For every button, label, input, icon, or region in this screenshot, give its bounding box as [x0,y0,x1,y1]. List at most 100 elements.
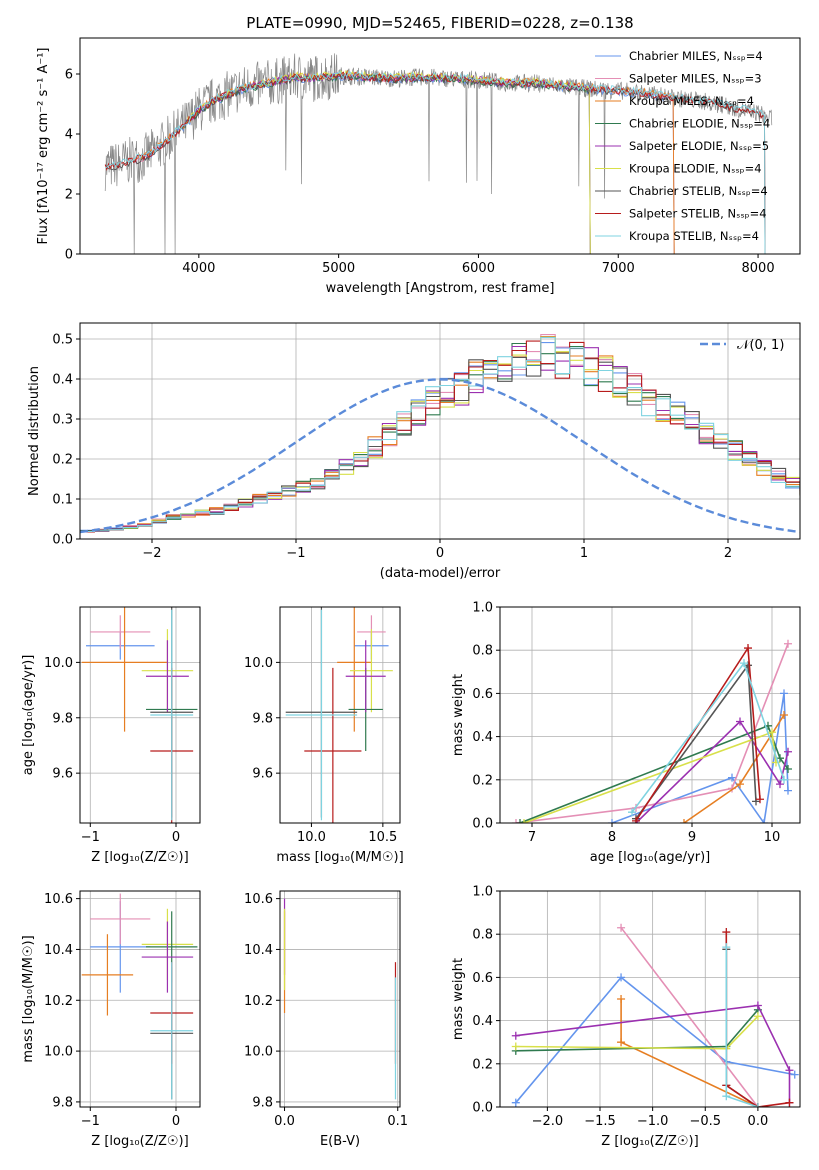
x-tick-label: 4000 [182,261,215,276]
weight-point-8 [722,943,731,952]
weight-point-7 [632,816,640,823]
x-tick-label: 10.5 [368,830,397,845]
legend-label-6: Chabrier STELIB, Nₛₛₚ=4 [629,184,768,198]
x-tick-label: 10.0 [297,830,326,845]
y-axis-label: mass weight [451,958,466,1040]
weight-point-2 [736,780,744,789]
weight-point-4 [784,747,792,756]
x-tick-label: 6000 [462,261,495,276]
plot-area-weight-vs-age [500,607,800,823]
y-tick-label: 10.6 [244,892,273,907]
plot-area-mass-vs-EBV [280,891,400,1107]
y-tick-label: 1.0 [472,885,493,900]
plot-area-weight-vs-Z [500,891,800,1107]
y-tick-label: 9.6 [52,767,73,782]
axes-frame [499,890,801,1108]
weight-point-3 [516,819,524,823]
x-axis-label: age [log₁₀(age/yr)] [590,850,711,865]
weight-line-1 [620,927,759,1107]
model-line-7 [104,71,766,254]
normal-curve [80,378,800,534]
figure-title: PLATE=0990, MJD=52465, FIBERID=0228, z=0… [246,14,633,32]
panel-age-vs-Z: −1 0 9.6 9.8 10.0 Z [log₁₀(Z/Z☉)] age [log₁₀(a… [21,606,201,865]
x-tick-label: 0.1 [387,1114,408,1129]
x-tick-label: 8 [608,830,616,845]
legend-label-1: Salpeter MILES, Nₛₛₚ=3 [629,72,762,86]
x-tick-label: 10 [764,830,781,845]
weight-line-8 [631,661,785,813]
x-axis-label: Z [log₁₀(Z/Z☉)] [91,1134,188,1149]
plot-area-residuals [80,323,800,539]
y-tick-label: 10.0 [244,1045,273,1060]
weight-point-8 [722,1092,731,1101]
weight-point-8 [780,775,788,784]
histogram-step-1 [80,334,800,532]
x-tick-label: −1.5 [584,1114,616,1129]
panel-residuals: −2 −1 0 1 2 0.0 0.1 0.2 0.3 0.4 0.5 (data-model)/er… [27,322,801,581]
weight-point-2 [780,711,788,719]
weight-point-8 [753,1103,762,1107]
x-tick-label: 0.0 [748,1114,769,1129]
weight-point-5 [520,819,528,823]
y-tick-label: 10.2 [244,994,273,1009]
x-axis-label: (data-model)/error [380,566,501,581]
axes-frame [79,37,801,255]
panel-weight-vs-Z: −2.0 −1.5 −1.0 −0.5 0.0 0.0 0.2 0.4 0.6 0.8 1.0 Z [… [451,885,801,1149]
x-tick-label: −1.0 [637,1114,669,1129]
weight-line-1 [515,643,789,823]
y-tick-label: 0.8 [472,644,493,659]
x-tick-label: −1 [286,546,305,561]
x-tick-label: 9 [688,830,696,845]
y-axis-label: Normed distribution [27,366,42,496]
y-tick-label: 0.0 [472,817,493,832]
x-tick-label: 8000 [742,261,775,276]
axes-frame [499,606,801,824]
weight-point-4 [511,1031,520,1040]
y-tick-label: 10.2 [44,994,73,1009]
weight-point-4 [776,780,784,789]
weight-line-4 [635,720,789,823]
plot-area-age-vs-mass [280,607,400,823]
weight-point-1 [617,923,626,932]
x-tick-label: 0 [172,1114,180,1129]
weight-point-7 [722,928,731,937]
x-axis-label: E(B-V) [320,1134,360,1149]
weight-point-0 [784,786,792,795]
legend-label-5: Kroupa ELODIE, Nₛₛₚ=4 [629,162,762,176]
x-tick-label: 1 [580,546,588,561]
legend-label-0: Chabrier MILES, Nₛₛₚ=4 [629,49,763,63]
y-tick-label: 2 [65,188,73,203]
y-tick-label: 0.3 [52,413,73,428]
panel-spectrum: 4000 5000 6000 7000 8000 0 2 4 6 wavelength [Angs… [36,37,801,296]
legend-label-3: Chabrier ELODIE, Nₛₛₚ=4 [629,117,770,131]
legend-label-normal: 𝒩(0, 1) [737,338,784,353]
y-tick-label: 9.8 [252,1095,273,1110]
x-tick-label: 0.0 [274,1114,295,1129]
axes-frame [279,606,401,824]
legend-label-4: Salpeter ELODIE, Nₛₛₚ=5 [629,139,769,153]
x-axis-label: Z [log₁₀(Z/Z☉)] [91,850,188,865]
weight-point-5 [768,728,776,737]
weight-point-0 [790,1070,799,1079]
y-tick-label: 0.2 [52,453,73,468]
x-tick-label: −1 [81,1114,100,1129]
model-line-8 [105,70,766,254]
y-tick-label: 0.0 [52,533,73,548]
panel-mass-vs-EBV: 0.0 0.1 9.8 10.0 10.2 10.4 10.6 E(B-V) [244,890,408,1149]
y-tick-label: 0.2 [472,773,493,788]
x-tick-label: −1 [81,830,100,845]
weight-point-0 [728,773,736,782]
y-tick-label: 9.8 [52,711,73,726]
weight-point-2 [617,995,626,1003]
x-tick-label: 0 [172,830,180,845]
model-line-5 [184,69,591,254]
x-tick-label: 7000 [602,261,635,276]
weight-point-8 [628,808,636,817]
y-tick-label: 0.4 [472,730,493,745]
weight-line-0 [515,976,795,1104]
weight-point-7 [744,644,752,653]
x-axis-label: wavelength [Angstrom, rest frame] [326,281,555,296]
y-tick-label: 4 [65,128,73,143]
histogram-step-8 [80,336,800,533]
panel-weight-vs-age: 7 8 9 10 0.0 0.2 0.4 0.6 0.8 1.0 age [log₁₀(age/yr… [451,601,801,865]
